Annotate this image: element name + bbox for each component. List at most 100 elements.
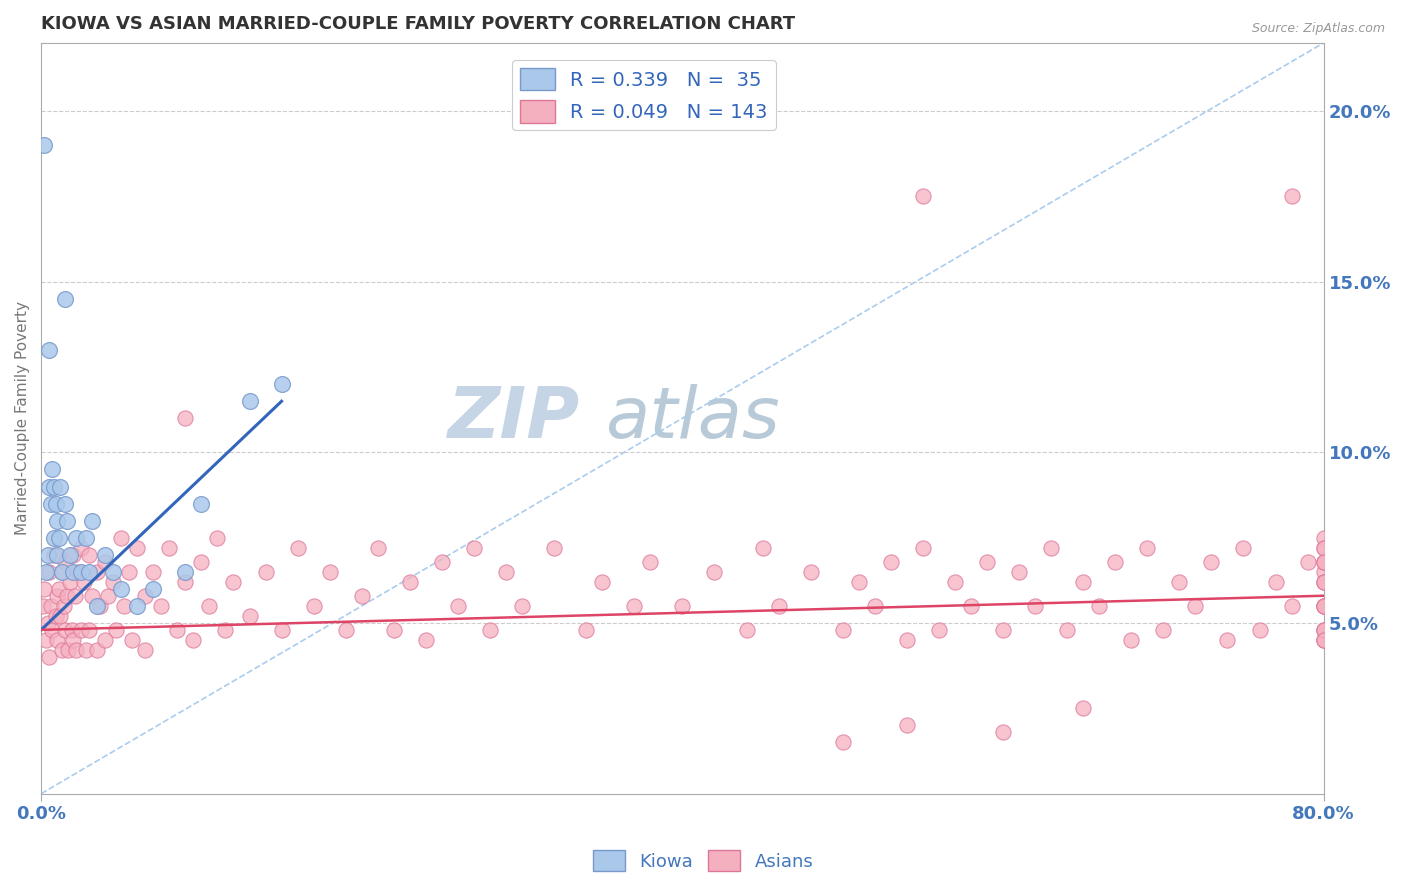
Point [575, 623, 598, 637]
Point [150, 599, 173, 613]
Point [479, 623, 502, 637]
Text: ZIP: ZIP [447, 384, 579, 453]
Point [896, 718, 918, 732]
Point [45, 497, 67, 511]
Legend: Kiowa, Asians: Kiowa, Asians [585, 843, 821, 879]
Point [238, 609, 260, 624]
Point [59, 548, 82, 562]
Point [1249, 623, 1271, 637]
Point [42, 479, 65, 493]
Point [1312, 565, 1334, 579]
Point [1312, 633, 1334, 648]
Point [1104, 555, 1126, 569]
Point [63, 589, 86, 603]
Point [222, 575, 245, 590]
Point [62, 565, 84, 579]
Point [174, 411, 197, 425]
Point [1312, 555, 1334, 569]
Point [447, 599, 470, 613]
Point [190, 555, 212, 569]
Point [77, 565, 100, 579]
Point [94, 555, 117, 569]
Point [1312, 531, 1334, 545]
Point [55, 589, 77, 603]
Point [1281, 599, 1303, 613]
Point [82, 514, 104, 528]
Point [198, 599, 221, 613]
Point [1121, 633, 1143, 648]
Point [1216, 633, 1239, 648]
Point [59, 575, 82, 590]
Point [174, 565, 197, 579]
Point [51, 565, 73, 579]
Point [1312, 599, 1334, 613]
Point [41, 462, 63, 476]
Point [38, 650, 60, 665]
Text: Source: ZipAtlas.com: Source: ZipAtlas.com [1251, 22, 1385, 36]
Point [46, 514, 69, 528]
Point [103, 575, 125, 590]
Point [48, 531, 70, 545]
Point [848, 575, 870, 590]
Point [880, 555, 903, 569]
Point [1312, 555, 1334, 569]
Point [53, 623, 76, 637]
Point [127, 541, 149, 555]
Point [134, 589, 156, 603]
Point [157, 541, 180, 555]
Point [174, 575, 197, 590]
Point [55, 514, 77, 528]
Point [1312, 541, 1334, 555]
Point [65, 643, 87, 657]
Point [39, 599, 62, 613]
Point [38, 479, 60, 493]
Point [75, 643, 97, 657]
Point [97, 589, 120, 603]
Point [86, 599, 108, 613]
Point [86, 565, 108, 579]
Point [48, 582, 70, 596]
Point [35, 633, 58, 648]
Point [1071, 701, 1094, 715]
Point [1184, 599, 1206, 613]
Legend: R = 0.339   N =  35, R = 0.049   N = 143: R = 0.339 N = 35, R = 0.049 N = 143 [512, 60, 776, 130]
Point [543, 541, 565, 555]
Point [335, 623, 357, 637]
Point [1281, 189, 1303, 203]
Point [42, 531, 65, 545]
Point [1008, 565, 1031, 579]
Point [991, 623, 1014, 637]
Point [65, 531, 87, 545]
Point [94, 633, 117, 648]
Point [94, 548, 117, 562]
Point [1312, 575, 1334, 590]
Point [82, 589, 104, 603]
Point [287, 541, 309, 555]
Point [42, 548, 65, 562]
Point [37, 615, 59, 630]
Point [51, 565, 73, 579]
Point [52, 599, 75, 613]
Text: KIOWA VS ASIAN MARRIED-COUPLE FAMILY POVERTY CORRELATION CHART: KIOWA VS ASIAN MARRIED-COUPLE FAMILY POV… [41, 15, 796, 33]
Point [943, 575, 966, 590]
Point [38, 565, 60, 579]
Point [70, 623, 93, 637]
Point [66, 565, 89, 579]
Point [70, 541, 93, 555]
Point [1312, 555, 1334, 569]
Point [1088, 599, 1111, 613]
Point [75, 531, 97, 545]
Point [238, 394, 260, 409]
Point [1312, 623, 1334, 637]
Point [62, 633, 84, 648]
Point [1201, 555, 1223, 569]
Point [89, 599, 111, 613]
Point [49, 479, 72, 493]
Point [45, 609, 67, 624]
Point [77, 548, 100, 562]
Point [73, 575, 96, 590]
Point [1312, 541, 1334, 555]
Point [41, 623, 63, 637]
Point [121, 633, 143, 648]
Point [415, 633, 437, 648]
